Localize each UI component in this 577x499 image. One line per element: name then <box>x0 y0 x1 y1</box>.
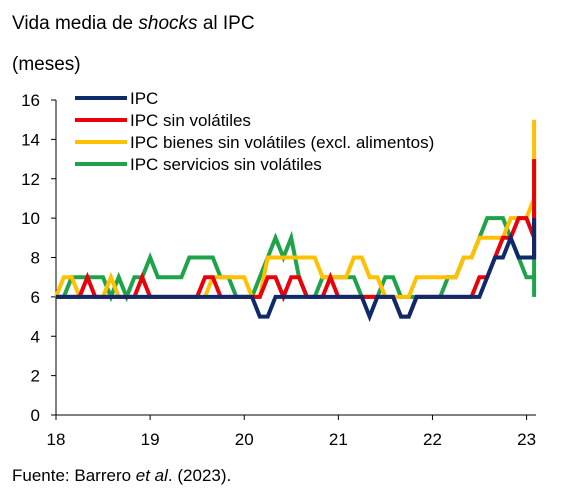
x-tick-label: 19 <box>141 430 160 449</box>
legend-label: IPC sin volátiles <box>130 111 251 130</box>
chart-title: Vida media de shocks al IPC <box>12 13 255 34</box>
y-tick-label: 10 <box>21 209 40 228</box>
x-tick-label: 20 <box>235 430 254 449</box>
legend-label: IPC <box>130 89 158 108</box>
y-tick-label: 8 <box>31 249 40 268</box>
y-tick-label: 0 <box>31 406 40 425</box>
x-tick-label: 18 <box>47 430 66 449</box>
y-tick-label: 14 <box>21 130 40 149</box>
y-tick-label: 6 <box>31 288 40 307</box>
chart-subtitle: (meses) <box>12 54 81 75</box>
series-line-1 <box>56 218 537 323</box>
x-tick-label: 22 <box>423 430 442 449</box>
x-tick-label: 23 <box>517 430 536 449</box>
x-tick-label: 21 <box>329 430 348 449</box>
y-tick-label: 12 <box>21 170 40 189</box>
legend-label: IPC bienes sin volátiles (excl. alimento… <box>130 133 434 152</box>
series-lines <box>54 119 537 323</box>
axes: 0 2 4 6 8 10 12 14 16 18 19 20 21 22 23 <box>21 91 536 449</box>
legend-label: IPC servicios sin volátiles <box>130 155 322 174</box>
y-tick-label: 2 <box>31 367 40 386</box>
legend: IPC IPC sin volátiles IPC bienes sin volát… <box>75 89 434 174</box>
source-note: Fuente: Barrero et al. (2023). <box>12 466 231 485</box>
y-tick-label: 4 <box>31 327 40 346</box>
y-tick-label: 16 <box>21 91 40 110</box>
